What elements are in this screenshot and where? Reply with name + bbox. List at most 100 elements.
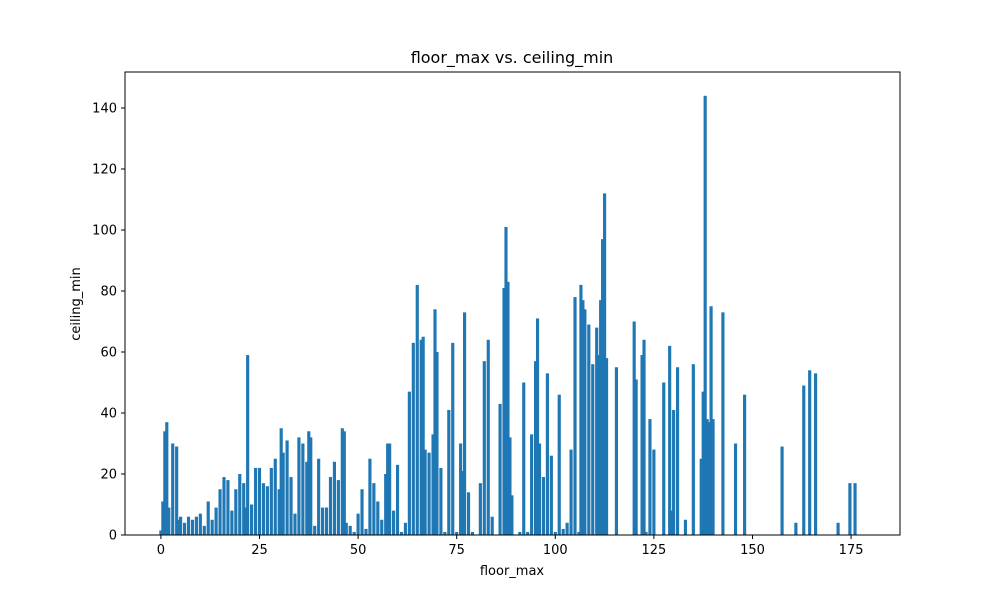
bar: [372, 483, 376, 535]
bar: [324, 507, 329, 535]
bar: [198, 513, 202, 535]
bar: [297, 437, 301, 535]
bar: [455, 531, 459, 535]
bar: [642, 339, 646, 535]
bar: [210, 519, 214, 535]
bar: [234, 489, 238, 535]
bar: [733, 443, 738, 535]
bar: [279, 428, 283, 535]
bar: [490, 516, 494, 535]
bar: [506, 281, 510, 535]
bar: [545, 373, 549, 535]
bar: [634, 379, 638, 535]
bar: [348, 525, 352, 535]
y-tick-label: 80: [100, 284, 117, 299]
bar: [549, 455, 553, 535]
bar: [399, 531, 404, 535]
x-tick-label: 0: [157, 543, 165, 558]
bar: [222, 477, 226, 535]
x-tick-label: 50: [350, 543, 367, 558]
bar: [388, 443, 392, 535]
bar: [293, 513, 297, 535]
bar: [332, 461, 337, 535]
bar: [703, 95, 707, 535]
bar: [344, 522, 348, 535]
bar: [167, 507, 171, 535]
bar: [250, 504, 254, 535]
bar: [535, 318, 540, 535]
bar: [614, 367, 619, 535]
bar: [415, 284, 419, 535]
bar: [175, 446, 179, 535]
bar: [395, 464, 400, 535]
bar: [423, 449, 427, 535]
bar: [508, 437, 512, 535]
bar: [557, 394, 561, 535]
y-tick-label: 0: [109, 529, 117, 544]
bar: [419, 339, 423, 535]
bar: [356, 513, 360, 535]
bar: [305, 461, 309, 535]
x-tick-label: 25: [251, 543, 268, 558]
bar: [691, 364, 695, 535]
bar: [794, 522, 798, 535]
bar: [670, 510, 674, 535]
plot-frame: [124, 71, 901, 536]
bar: [459, 443, 463, 535]
bar: [466, 492, 471, 535]
bar: [261, 483, 266, 535]
bar: [780, 446, 784, 535]
bar: [380, 519, 384, 535]
bar: [214, 507, 218, 535]
bar: [368, 458, 372, 535]
bar: [386, 443, 390, 535]
bar: [601, 239, 605, 535]
bar: [165, 422, 169, 535]
bar: [461, 470, 465, 535]
bar: [439, 467, 443, 535]
x-tick-label: 100: [543, 543, 568, 558]
bar: [246, 355, 250, 535]
bar: [565, 522, 569, 535]
bar: [743, 394, 747, 535]
bar: [238, 473, 242, 535]
bar: [591, 364, 595, 535]
bar: [364, 528, 368, 535]
y-tick-label: 140: [92, 101, 117, 116]
y-tick-label: 40: [100, 406, 117, 421]
bar: [603, 193, 607, 535]
bar: [289, 477, 293, 535]
bar: [277, 489, 281, 535]
bar: [242, 483, 246, 535]
bar: [427, 452, 431, 535]
chart-title: floor_max vs. ceiling_min: [411, 48, 614, 68]
bar: [435, 351, 439, 535]
bar: [451, 342, 455, 535]
bar: [470, 531, 475, 535]
x-tick-label: 125: [641, 543, 666, 558]
bar: [853, 483, 857, 535]
y-tick-label: 60: [100, 345, 117, 360]
y-axis-label: ceiling_min: [69, 267, 84, 341]
bar: [342, 431, 346, 535]
bar: [577, 531, 581, 535]
bar: [433, 309, 437, 535]
bar: [328, 477, 333, 535]
bar: [530, 434, 534, 535]
bar: [171, 443, 175, 535]
bar: [463, 312, 467, 535]
bar: [340, 428, 344, 535]
bar: [632, 321, 636, 535]
bar: [808, 370, 812, 535]
bar: [392, 510, 396, 535]
bar: [269, 467, 273, 535]
bar: [253, 467, 258, 535]
bar: [307, 431, 311, 535]
bar: [486, 339, 490, 535]
bar: [581, 300, 585, 535]
bar: [668, 345, 672, 535]
bar: [595, 327, 599, 535]
bar: [498, 403, 502, 535]
y-tick-label: 20: [100, 467, 117, 482]
